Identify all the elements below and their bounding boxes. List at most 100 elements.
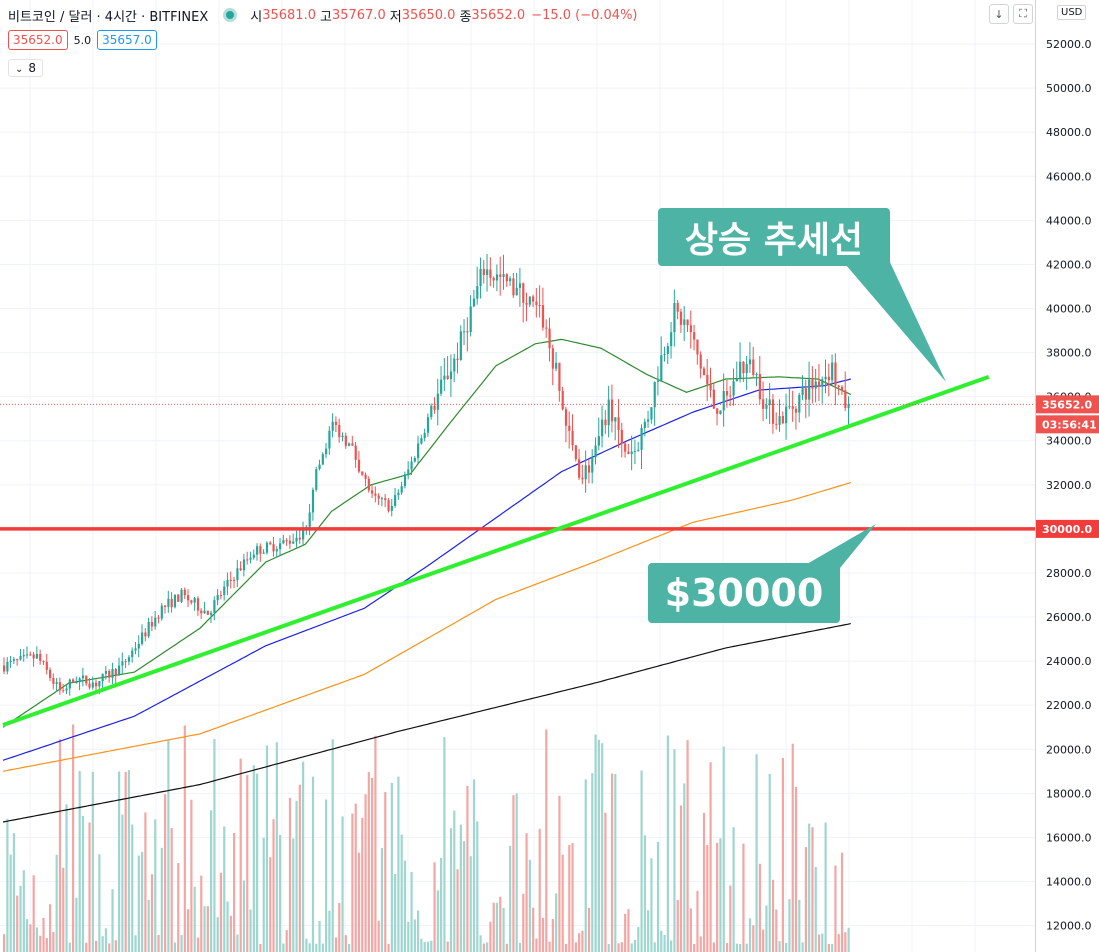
symbol-title[interactable]: 비트코인 / 달러 · 4시간 · BITFINEX xyxy=(8,9,209,25)
candle xyxy=(229,579,232,581)
volume-bar xyxy=(712,942,715,952)
candle xyxy=(591,457,594,473)
trend-callout-pointer xyxy=(840,258,946,382)
candle xyxy=(847,404,850,408)
currency-label[interactable]: USD xyxy=(1057,5,1087,20)
trend-callout[interactable]: 상승 추세선 xyxy=(658,208,890,266)
candle xyxy=(436,393,439,410)
candle xyxy=(52,677,55,684)
volume-bar xyxy=(719,838,722,952)
y-tick-label: 18000.0 xyxy=(1046,787,1092,800)
candle xyxy=(568,425,571,431)
candle xyxy=(321,454,324,465)
candle xyxy=(844,390,847,408)
candle xyxy=(58,682,62,691)
level-callout[interactable]: $30000 xyxy=(648,563,840,623)
volume-bar xyxy=(98,854,101,952)
candle xyxy=(39,653,42,662)
volume-bar xyxy=(413,919,416,952)
volume-bar xyxy=(269,857,272,952)
candle xyxy=(413,457,416,462)
volume-bar xyxy=(131,824,134,952)
volume-bar xyxy=(676,899,679,952)
candle xyxy=(617,417,620,430)
candle xyxy=(367,478,370,491)
candle xyxy=(154,617,157,627)
volume-bar xyxy=(581,930,584,952)
candle xyxy=(12,659,16,661)
candle xyxy=(85,675,88,684)
y-tick-label: 20000.0 xyxy=(1046,743,1092,756)
candle xyxy=(666,346,669,354)
volume-bar xyxy=(58,739,62,952)
candle xyxy=(745,364,748,374)
chevron-down-icon: ⌄ xyxy=(15,64,24,75)
level-callout-text: $30000 xyxy=(664,571,824,615)
volume-bar xyxy=(262,837,265,952)
candle xyxy=(512,278,515,296)
volume-bar xyxy=(219,872,223,952)
volume-bar xyxy=(781,757,784,952)
candle xyxy=(771,399,775,424)
volume-bar xyxy=(814,867,817,952)
candle xyxy=(377,495,380,499)
volume-bar xyxy=(545,729,548,952)
indicators-toggle[interactable]: ⌄ 8 xyxy=(8,59,44,77)
candle xyxy=(706,375,709,385)
indicator-count: 8 xyxy=(28,61,37,75)
volume-bar xyxy=(32,875,35,952)
y-tick-label: 38000.0 xyxy=(1046,347,1092,360)
candle xyxy=(91,682,94,688)
candle xyxy=(538,305,541,307)
candle xyxy=(814,381,817,389)
sell-button[interactable]: 35652.0 xyxy=(8,30,68,50)
fullscreen-button[interactable]: ⛶ xyxy=(1013,4,1033,24)
volume-bar xyxy=(601,743,604,952)
volume-bar xyxy=(118,771,121,952)
candle xyxy=(111,668,114,678)
candle xyxy=(137,643,140,649)
candle xyxy=(3,665,6,672)
volume-bar xyxy=(515,793,518,952)
volume-bar xyxy=(453,810,456,952)
volume-bar xyxy=(114,940,117,952)
arrow-down-button[interactable]: ↓ xyxy=(989,4,1009,24)
volume-bar xyxy=(762,929,765,952)
volume-bar xyxy=(423,942,426,952)
candle xyxy=(272,544,275,552)
volume-bar xyxy=(699,936,702,952)
candle xyxy=(564,409,568,426)
volume-bar xyxy=(29,924,32,952)
ma-blue-line xyxy=(2,378,851,761)
volume-bar xyxy=(104,928,108,952)
open-label: 시 xyxy=(250,9,263,25)
candle xyxy=(55,682,58,684)
candle xyxy=(256,546,259,555)
drawings[interactable] xyxy=(0,258,1035,727)
price-axis[interactable]: 12000.0 14000.0 16000.0 18000.0 20000.0 22000… xyxy=(1035,0,1099,952)
candle xyxy=(778,416,781,425)
volume-bar xyxy=(440,857,443,952)
candle xyxy=(719,410,722,414)
uptrend-line[interactable] xyxy=(2,374,990,727)
candle xyxy=(226,579,229,587)
volume-bar xyxy=(328,910,331,952)
candle xyxy=(407,469,410,475)
volume-bar xyxy=(348,943,351,952)
volume-bar xyxy=(735,943,738,952)
candle xyxy=(532,296,535,302)
candle xyxy=(709,384,712,390)
volume-bar xyxy=(252,765,255,952)
candle xyxy=(775,423,778,425)
volume-bar xyxy=(223,826,226,952)
candle xyxy=(417,443,420,458)
candle xyxy=(180,589,183,602)
volume-bar xyxy=(318,920,321,952)
buy-button[interactable]: 35657.0 xyxy=(97,30,157,50)
volume-bar xyxy=(374,735,377,952)
candle xyxy=(824,376,827,380)
volume-bar xyxy=(817,934,821,952)
candle xyxy=(177,594,180,602)
y-tick-label: 46000.0 xyxy=(1046,170,1092,183)
